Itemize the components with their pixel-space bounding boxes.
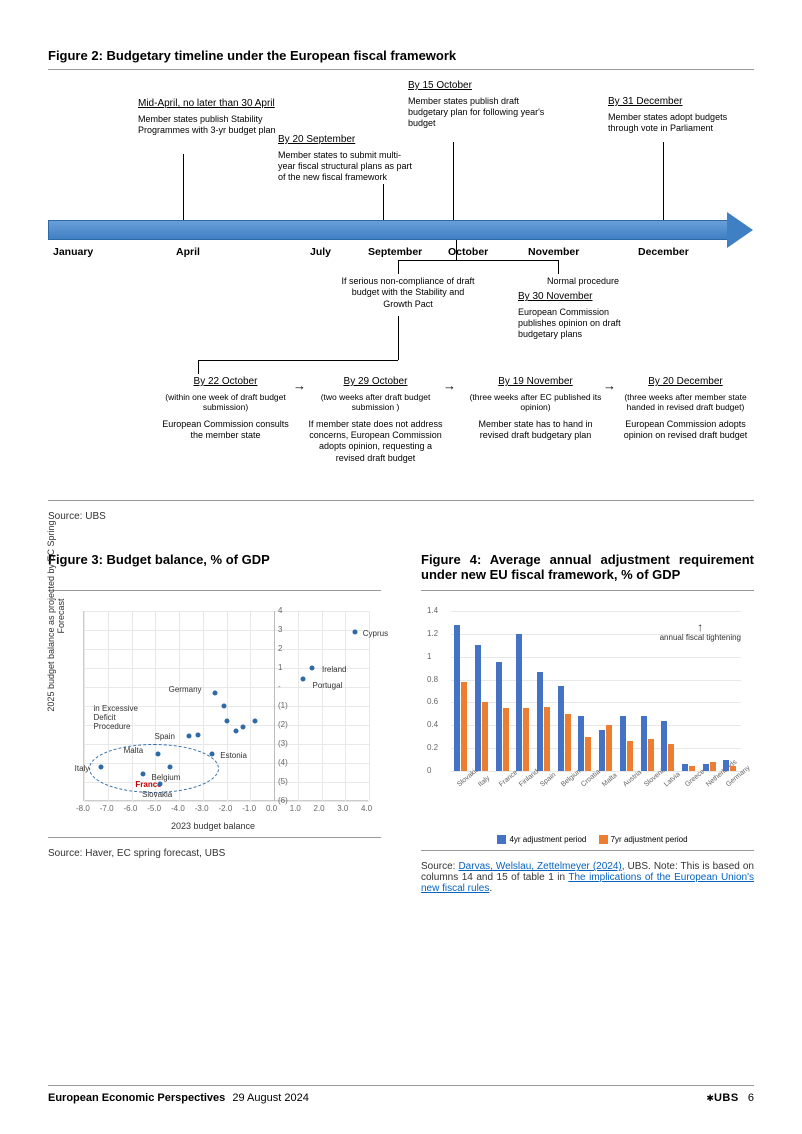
month-label: December — [638, 246, 689, 258]
scatter-point — [352, 629, 357, 634]
bar-category-label: Italy — [477, 775, 491, 789]
scatter-point-label: Spain — [155, 732, 175, 741]
scatter-point-label: Italy — [75, 764, 90, 773]
month-label: November — [528, 246, 579, 258]
bar-chart: 00.20.40.60.811.21.4SlovakiaItalyFranceF… — [421, 601, 751, 831]
scatter-point — [196, 732, 201, 737]
scatter-ylabel: 2025 budget balance as projected by EC S… — [46, 516, 66, 716]
branch-label: If serious non-compliance of draft budge… — [338, 276, 478, 310]
figure3-title: Figure 3: Budget balance, % of GDP — [48, 552, 381, 584]
figures-row: Figure 3: Budget balance, % of GDP 2025 … — [48, 552, 754, 894]
scatter-point-label: Slovakia — [142, 790, 172, 799]
scatter-point-label: Portugal — [313, 681, 343, 690]
scatter-point — [222, 704, 227, 709]
scatter-xlabel: 2023 budget balance — [48, 821, 378, 831]
scatter-point — [234, 728, 239, 733]
timeline-arrow — [48, 220, 754, 240]
footer-left: European Economic Perspectives 29 August… — [48, 1092, 309, 1104]
scatter-point — [210, 751, 215, 756]
scatter-plot-area: -8.0-7.0-6.0-5.0-4.0-3.0-2.0-1.00.01.02.… — [83, 611, 368, 801]
legend-label-orange: 7yr adjustment period — [611, 835, 688, 844]
ubs-logo: UBS — [714, 1092, 739, 1104]
bar-category-label: Spain — [539, 771, 557, 788]
timeline-event: By 19 November(three weeks after EC publ… — [468, 376, 603, 441]
scatter-point — [241, 724, 246, 729]
timeline-event: By 22 October(within one week of draft b… — [158, 376, 293, 441]
timeline-event: Mid-April, no later than 30 AprilMember … — [138, 98, 278, 136]
page-number: 6 — [748, 1092, 754, 1104]
legend-swatch-blue — [497, 835, 506, 844]
scatter-point-label: Germany — [169, 685, 202, 694]
figure2-title: Figure 2: Budgetary timeline under the E… — [48, 48, 754, 63]
scatter-point-label: Ireland — [322, 665, 346, 674]
figure4: Figure 4: Average annual adjustment requ… — [421, 552, 754, 894]
divider — [48, 837, 381, 838]
legend-label-blue: 4yr adjustment period — [509, 835, 586, 844]
month-label: April — [176, 246, 200, 258]
bar-category-label: Malta — [601, 772, 619, 788]
scatter-point — [300, 677, 305, 682]
scatter-point — [186, 734, 191, 739]
divider — [48, 590, 381, 591]
page-footer: European Economic Perspectives 29 August… — [48, 1085, 754, 1104]
timeline-event: By 29 October(two weeks after draft budg… — [308, 376, 443, 464]
month-label: September — [368, 246, 422, 258]
month-label: July — [310, 246, 331, 258]
scatter-point — [224, 719, 229, 724]
scatter-point — [141, 772, 146, 777]
footer-date: 29 August 2024 — [232, 1092, 308, 1104]
timeline-event: By 20 December(three weeks after member … — [618, 376, 753, 441]
timeline: January April July September October November… — [48, 80, 754, 490]
scatter-point — [253, 719, 258, 724]
footer-title: European Economic Perspectives — [48, 1092, 225, 1104]
scatter-point — [167, 764, 172, 769]
scatter-point-label: Malta — [124, 746, 144, 755]
divider — [48, 69, 754, 70]
month-label: October — [448, 246, 488, 258]
scatter-point — [98, 764, 103, 769]
bar-legend: 4yr adjustment period 7yr adjustment per… — [421, 835, 754, 844]
scatter-chart: 2025 budget balance as projected by EC S… — [48, 601, 378, 831]
bar-category-label: Latvia — [663, 771, 682, 788]
bar-annotation: ↑ annual fiscal tightening — [660, 623, 741, 642]
branch-label: Normal procedureBy 30 NovemberEuropean C… — [518, 276, 648, 341]
edp-annotation: in Excessive Deficit Procedure — [94, 704, 154, 731]
scatter-point — [158, 781, 163, 786]
month-label: January — [53, 246, 93, 258]
scatter-point-label: Cyprus — [363, 629, 388, 638]
scatter-point — [310, 666, 315, 671]
figure3-source: Source: Haver, EC spring forecast, UBS — [48, 848, 381, 859]
figure2-source: Source: UBS — [48, 511, 754, 522]
figure4-source: Source: Darvas, Welslau, Zettelmeyer (20… — [421, 861, 754, 894]
timeline-event: By 20 SeptemberMember states to submit m… — [278, 134, 418, 183]
legend-swatch-orange — [599, 835, 608, 844]
scatter-point-label: Estonia — [220, 751, 247, 760]
figure4-title: Figure 4: Average annual adjustment requ… — [421, 552, 754, 584]
footer-right: ✱UBS 6 — [706, 1092, 754, 1104]
scatter-point — [212, 690, 217, 695]
figure2: Figure 2: Budgetary timeline under the E… — [48, 48, 754, 522]
timeline-event: By 15 OctoberMember states publish draft… — [408, 80, 548, 129]
divider — [421, 590, 754, 591]
timeline-event: By 31 DecemberMember states adopt budget… — [608, 96, 748, 134]
figure3: Figure 3: Budget balance, % of GDP 2025 … — [48, 552, 381, 894]
source-link[interactable]: Darvas, Welslau, Zettelmeyer (2024) — [458, 861, 621, 872]
scatter-point — [155, 751, 160, 756]
divider — [48, 500, 754, 501]
divider — [421, 850, 754, 851]
